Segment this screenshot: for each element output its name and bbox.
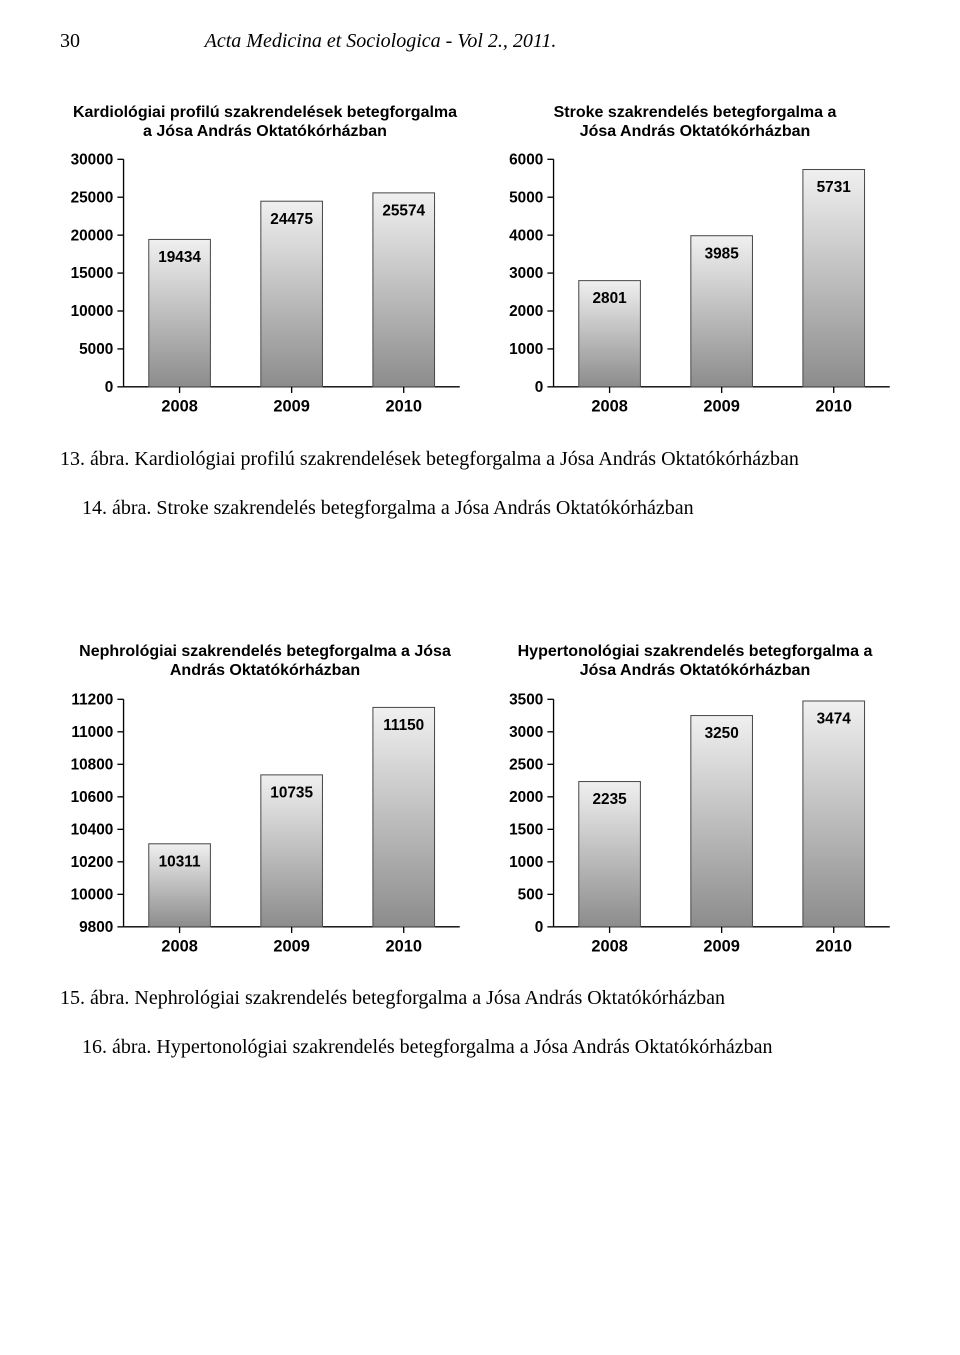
x-tick-label: 2009: [703, 398, 739, 416]
y-tick-label: 3500: [509, 691, 543, 708]
bar-chart-svg: 0 1000 2000 3000 4000 5000 6000 2801 2008 3985 200…: [490, 147, 900, 424]
chart-title: Nephrológiai szakrendelés betegforgalma …: [79, 642, 451, 680]
y-tick-label: 10000: [71, 304, 114, 321]
y-tick-label: 1000: [509, 853, 543, 870]
x-tick-label: 2008: [591, 398, 627, 416]
bar: [373, 707, 435, 926]
y-tick-label: 10600: [71, 788, 114, 805]
bar-value-label: 24475: [270, 211, 313, 228]
x-tick-label: 2009: [703, 937, 739, 955]
bar-chart-svg: 0 500 1000 1500 2000 2500 3000 3500 2235 2008 3250…: [490, 687, 900, 964]
bar-value-label: 10735: [270, 784, 313, 801]
y-tick-label: 11200: [71, 691, 113, 708]
x-tick-label: 2009: [273, 398, 309, 416]
y-tick-label: 2000: [509, 304, 543, 321]
y-tick-label: 10400: [71, 821, 114, 838]
y-tick-label: 3000: [509, 266, 543, 283]
running-header: 30 Acta Medicina et Sociologica - Vol 2.…: [60, 30, 900, 53]
y-tick-label: 10000: [71, 886, 114, 903]
bar-value-label: 25574: [382, 203, 425, 220]
chart-row-1: Kardiológiai profilú szakrendelések bete…: [60, 103, 900, 424]
y-tick-label: 2000: [509, 788, 543, 805]
x-tick-label: 2009: [273, 937, 309, 955]
y-tick-label: 25000: [71, 190, 114, 207]
chart-title: Stroke szakrendelés betegforgalma a Jósa…: [554, 103, 837, 141]
chart-nephrologiai: Nephrológiai szakrendelés betegforgalma …: [60, 642, 470, 963]
y-tick-label: 10800: [71, 756, 114, 773]
x-tick-label: 2008: [161, 398, 197, 416]
x-tick-label: 2008: [161, 937, 197, 955]
y-tick-label: 3000: [509, 723, 543, 740]
y-tick-label: 9800: [79, 918, 113, 935]
page-number: 30: [60, 30, 80, 52]
figure-caption-15: 15. ábra. Nephrológiai szakrendelés bete…: [60, 985, 900, 1012]
y-tick-label: 6000: [509, 152, 543, 169]
y-tick-label: 10200: [71, 853, 114, 870]
x-tick-label: 2010: [385, 398, 421, 416]
figure-caption-14: 14. ábra. Stroke szakrendelés betegforga…: [60, 495, 900, 522]
bar-value-label: 11150: [383, 716, 424, 733]
bar-chart-svg: 9800 10000 10200 10400 10600 10800 11000 11200 1…: [60, 687, 470, 964]
chart-row-2: Nephrológiai szakrendelés betegforgalma …: [60, 642, 900, 963]
y-tick-label: 5000: [509, 190, 543, 207]
chart-kardiologiai: Kardiológiai profilú szakrendelések bete…: [60, 103, 470, 424]
bar-value-label: 3250: [705, 725, 739, 742]
x-tick-label: 2010: [385, 937, 421, 955]
x-tick-label: 2008: [591, 937, 627, 955]
bar-value-label: 2801: [592, 291, 627, 308]
figure-caption-13: 13. ábra. Kardiológiai profilú szakrende…: [60, 446, 900, 473]
running-title: Acta Medicina et Sociologica - Vol 2., 2…: [205, 30, 557, 52]
x-tick-label: 2010: [815, 398, 851, 416]
y-tick-label: 11000: [71, 723, 113, 740]
bar: [691, 715, 753, 926]
y-tick-label: 15000: [71, 266, 114, 283]
chart-stroke: Stroke szakrendelés betegforgalma a Jósa…: [490, 103, 900, 424]
figure-caption-16: 16. ábra. Hypertonológiai szakrendelés b…: [60, 1034, 900, 1061]
bar-value-label: 3985: [705, 246, 740, 263]
chart-title: Kardiológiai profilú szakrendelések bete…: [73, 103, 457, 141]
y-tick-label: 0: [535, 918, 544, 935]
y-tick-label: 0: [105, 379, 114, 396]
bar-value-label: 5731: [817, 179, 852, 196]
bar-value-label: 10311: [159, 853, 201, 870]
bar-value-label: 2235: [592, 791, 627, 808]
y-tick-label: 30000: [71, 152, 114, 169]
x-tick-label: 2010: [815, 937, 851, 955]
y-tick-label: 0: [535, 379, 544, 396]
y-tick-label: 1500: [509, 821, 543, 838]
y-tick-label: 500: [518, 886, 544, 903]
chart-hypertonologiai: Hypertonológiai szakrendelés betegforgal…: [490, 642, 900, 963]
y-tick-label: 4000: [509, 228, 543, 245]
bar: [803, 170, 865, 387]
bar-value-label: 3474: [817, 710, 852, 727]
bar: [261, 202, 323, 388]
bar-value-label: 19434: [158, 249, 201, 266]
y-tick-label: 2500: [509, 756, 543, 773]
y-tick-label: 1000: [509, 341, 543, 358]
y-tick-label: 20000: [71, 228, 114, 245]
bar: [373, 193, 435, 387]
chart-title: Hypertonológiai szakrendelés betegforgal…: [518, 642, 873, 680]
bar: [803, 700, 865, 926]
y-tick-label: 5000: [79, 341, 113, 358]
bar-chart-svg: 0 5000 10000 15000 20000 25000 30000 19434 2008 2…: [60, 147, 470, 424]
